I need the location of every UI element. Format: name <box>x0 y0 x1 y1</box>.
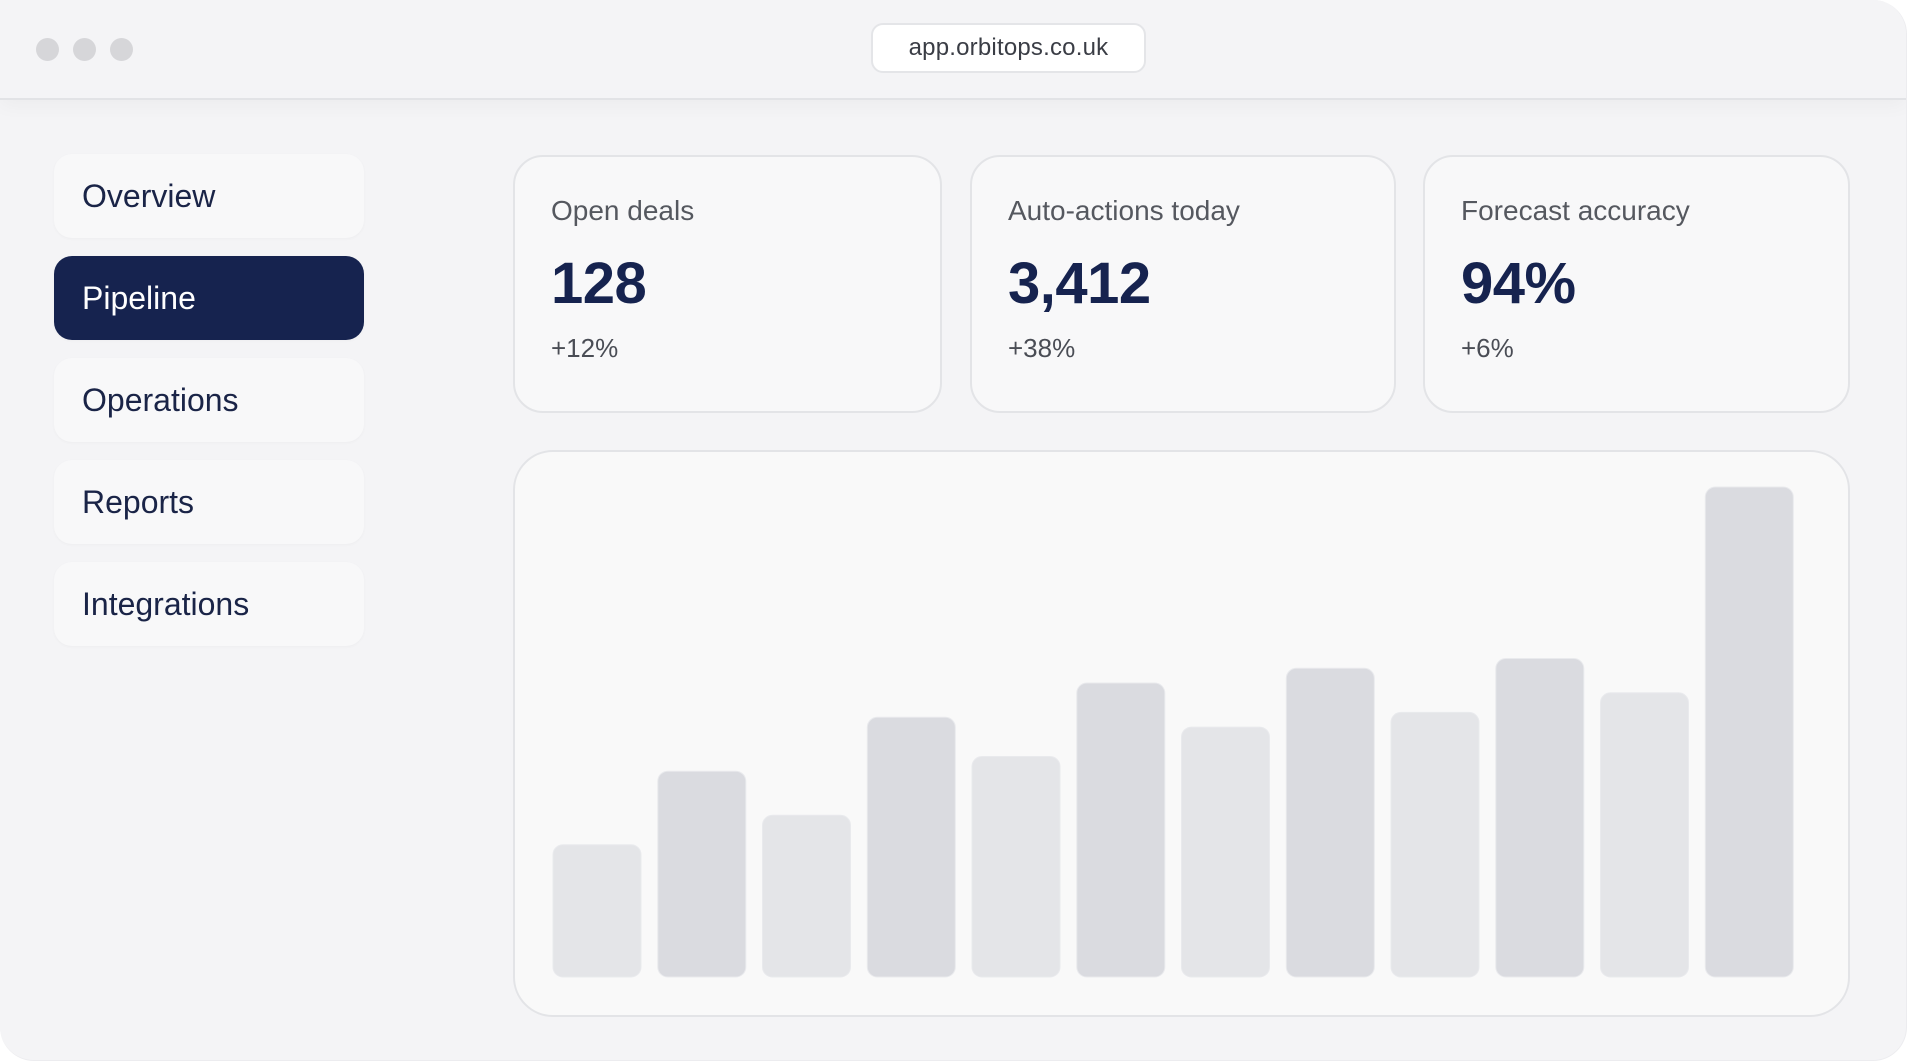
chart-bar <box>1181 726 1270 978</box>
chart-bar <box>762 814 851 978</box>
chart-bar <box>1495 658 1585 978</box>
metric-value: 128 <box>551 251 647 316</box>
bar-chart <box>552 486 1794 978</box>
window-close-dot[interactable] <box>36 38 59 61</box>
metric-card-forecast-accuracy: Forecast accuracy 94% +6% <box>1423 155 1850 413</box>
address-bar[interactable]: app.orbitops.co.uk <box>871 23 1146 73</box>
sidebar-nav: Overview Pipeline Operations Reports Int… <box>54 154 364 664</box>
chart-bar <box>1600 692 1689 978</box>
metric-label: Open deals <box>551 195 695 226</box>
chart-bar <box>1390 711 1480 978</box>
browser-titlebar: app.orbitops.co.uk <box>0 0 1906 100</box>
chart-panel <box>513 450 1850 1017</box>
metric-card-open-deals: Open deals 128 +12% <box>513 155 942 413</box>
metric-card-auto-actions: Auto-actions today 3,412 +38% <box>970 155 1396 413</box>
metric-label: Auto-actions today <box>1008 195 1240 226</box>
chart-bar <box>1704 486 1794 978</box>
sidebar-item-pipeline[interactable]: Pipeline <box>54 256 364 340</box>
sidebar-item-integrations[interactable]: Integrations <box>54 562 364 646</box>
chart-bar <box>971 756 1061 978</box>
window-maximize-dot[interactable] <box>110 38 133 61</box>
window-minimize-dot[interactable] <box>73 38 96 61</box>
chart-bar <box>866 716 956 978</box>
chart-bar <box>552 844 642 978</box>
sidebar-item-reports[interactable]: Reports <box>54 460 364 544</box>
chart-bar <box>1285 667 1375 978</box>
sidebar-item-operations[interactable]: Operations <box>54 358 364 442</box>
chart-bar <box>1076 682 1166 978</box>
metric-value: 3,412 <box>1008 251 1151 316</box>
metric-label: Forecast accuracy <box>1461 195 1690 226</box>
chart-bar <box>657 770 747 978</box>
metric-delta: +6% <box>1461 333 1514 363</box>
metric-delta: +38% <box>1008 333 1076 363</box>
metric-value: 94% <box>1461 251 1576 316</box>
metric-delta: +12% <box>551 333 619 363</box>
sidebar-item-overview[interactable]: Overview <box>54 154 364 238</box>
